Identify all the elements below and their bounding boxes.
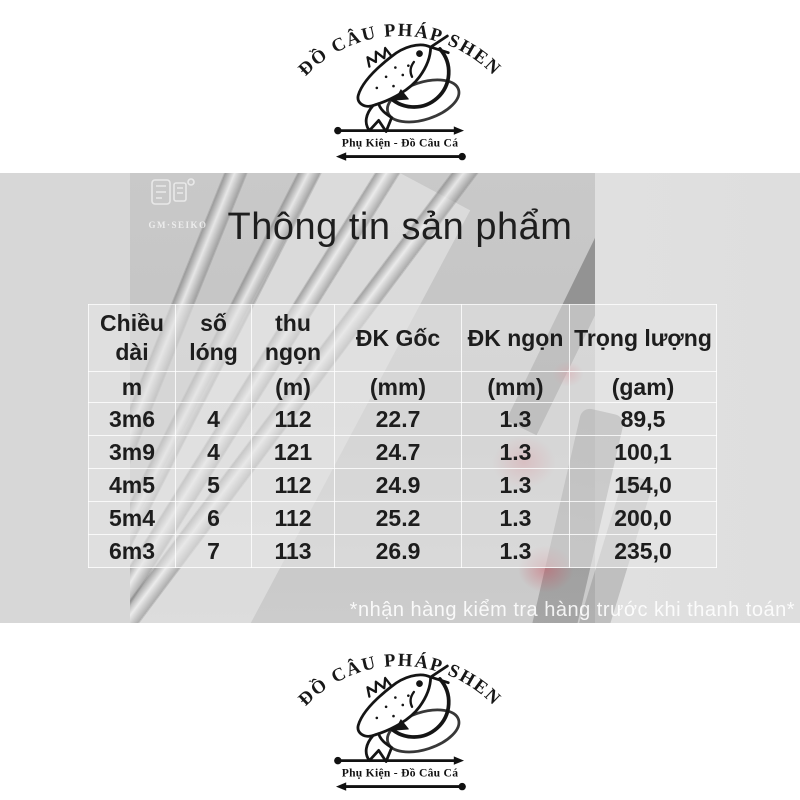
tagline-divider-top-line	[334, 756, 465, 765]
spec-cell: 1.3	[461, 501, 570, 535]
spec-row: 6m3 7 113 26.9 1.3 235,0	[88, 534, 717, 568]
spec-cell: 5	[175, 468, 252, 502]
col-header-length: Chiều dài	[88, 304, 176, 372]
spec-cell: 1.3	[461, 435, 570, 469]
header-row-units: m (m) (mm) (mm) (gam)	[88, 371, 717, 403]
tagline-divider-top-line	[334, 126, 465, 135]
spec-cell: 4	[175, 435, 252, 469]
unit-sections	[175, 371, 252, 403]
spec-cell: 5m4	[88, 501, 176, 535]
spec-cell: 235,0	[569, 534, 717, 568]
header-row-names: Chiều dài số lóng thu ngọn ĐK Gốc ĐK ngọ…	[88, 304, 717, 372]
brand-logo-top: ĐỒ CÂU PHÁP SHEN	[284, 10, 516, 164]
watermark-label: GM·SEIKO	[148, 220, 207, 230]
spec-cell: 4m5	[88, 468, 176, 502]
section-title: Thông tin sản phẩm	[227, 206, 573, 248]
unit-butt-diameter: (mm)	[334, 371, 462, 403]
col-header-tip-diameter: ĐK ngọn	[461, 304, 570, 372]
unit-weight: (gam)	[569, 371, 717, 403]
spec-cell: 24.9	[334, 468, 462, 502]
spec-cell: 6m3	[88, 534, 176, 568]
brand-logo-svg: ĐỒ CÂU PHÁP SHEN	[294, 650, 504, 791]
col-header-closed-length: thu ngọn	[251, 304, 335, 372]
spec-cell: 3m6	[88, 402, 176, 436]
brand-tagline: Phụ Kiện - Đồ Câu Cá	[342, 766, 459, 779]
spec-cell: 22.7	[334, 402, 462, 436]
spec-cell: 89,5	[569, 402, 717, 436]
col-header-butt-diameter: ĐK Gốc	[334, 304, 462, 372]
brand-logo-bottom: ĐỒ CÂU PHÁP SHEN	[284, 640, 516, 794]
gm-seiko-watermark: GM·SEIKO	[148, 178, 207, 230]
col-header-weight: Trọng lượng	[569, 304, 717, 372]
payment-check-note: *nhận hàng kiểm tra hàng trước khi thanh…	[349, 599, 795, 621]
spec-cell: 113	[251, 534, 335, 568]
fish-hook-icon	[356, 664, 461, 763]
spec-cell: 24.7	[334, 435, 462, 469]
spec-cell: 25.2	[334, 501, 462, 535]
unit-length: m	[88, 371, 176, 403]
spec-row: 3m9 4 121 24.7 1.3 100,1	[88, 435, 717, 469]
col-header-sections: số lóng	[175, 304, 252, 372]
seal-glyphs	[151, 178, 195, 205]
product-spec-table: Chiều dài số lóng thu ngọn ĐK Gốc ĐK ngọ…	[88, 304, 717, 568]
spec-row: 5m4 6 112 25.2 1.3 200,0	[88, 501, 717, 535]
spec-cell: 3m9	[88, 435, 176, 469]
spec-cell: 112	[251, 468, 335, 502]
tagline-divider-bottom-line	[335, 152, 466, 161]
spec-cell: 6	[175, 501, 252, 535]
spec-cell: 200,0	[569, 501, 717, 535]
spec-cell: 100,1	[569, 435, 717, 469]
spec-cell: 112	[251, 402, 335, 436]
unit-closed-length: (m)	[251, 371, 335, 403]
brand-tagline: Phụ Kiện - Đồ Câu Cá	[342, 136, 459, 149]
brand-logo-svg: ĐỒ CÂU PHÁP SHEN	[294, 20, 504, 161]
spec-row: 3m6 4 112 22.7 1.3 89,5	[88, 402, 717, 436]
spec-cell: 121	[251, 435, 335, 469]
spec-cell: 26.9	[334, 534, 462, 568]
spec-cell: 1.3	[461, 402, 570, 436]
spec-cell: 1.3	[461, 468, 570, 502]
spec-cell: 7	[175, 534, 252, 568]
spec-cell: 1.3	[461, 534, 570, 568]
spec-row: 4m5 5 112 24.9 1.3 154,0	[88, 468, 717, 502]
spec-cell: 154,0	[569, 468, 717, 502]
fish-hook-icon	[356, 34, 461, 133]
tagline-divider-bottom-line	[335, 782, 466, 791]
spec-cell: 4	[175, 402, 252, 436]
product-info-panel: GM·SEIKO Thông tin sản phẩm Chiều dài số…	[0, 173, 800, 623]
spec-cell: 112	[251, 501, 335, 535]
unit-tip-diameter: (mm)	[461, 371, 570, 403]
